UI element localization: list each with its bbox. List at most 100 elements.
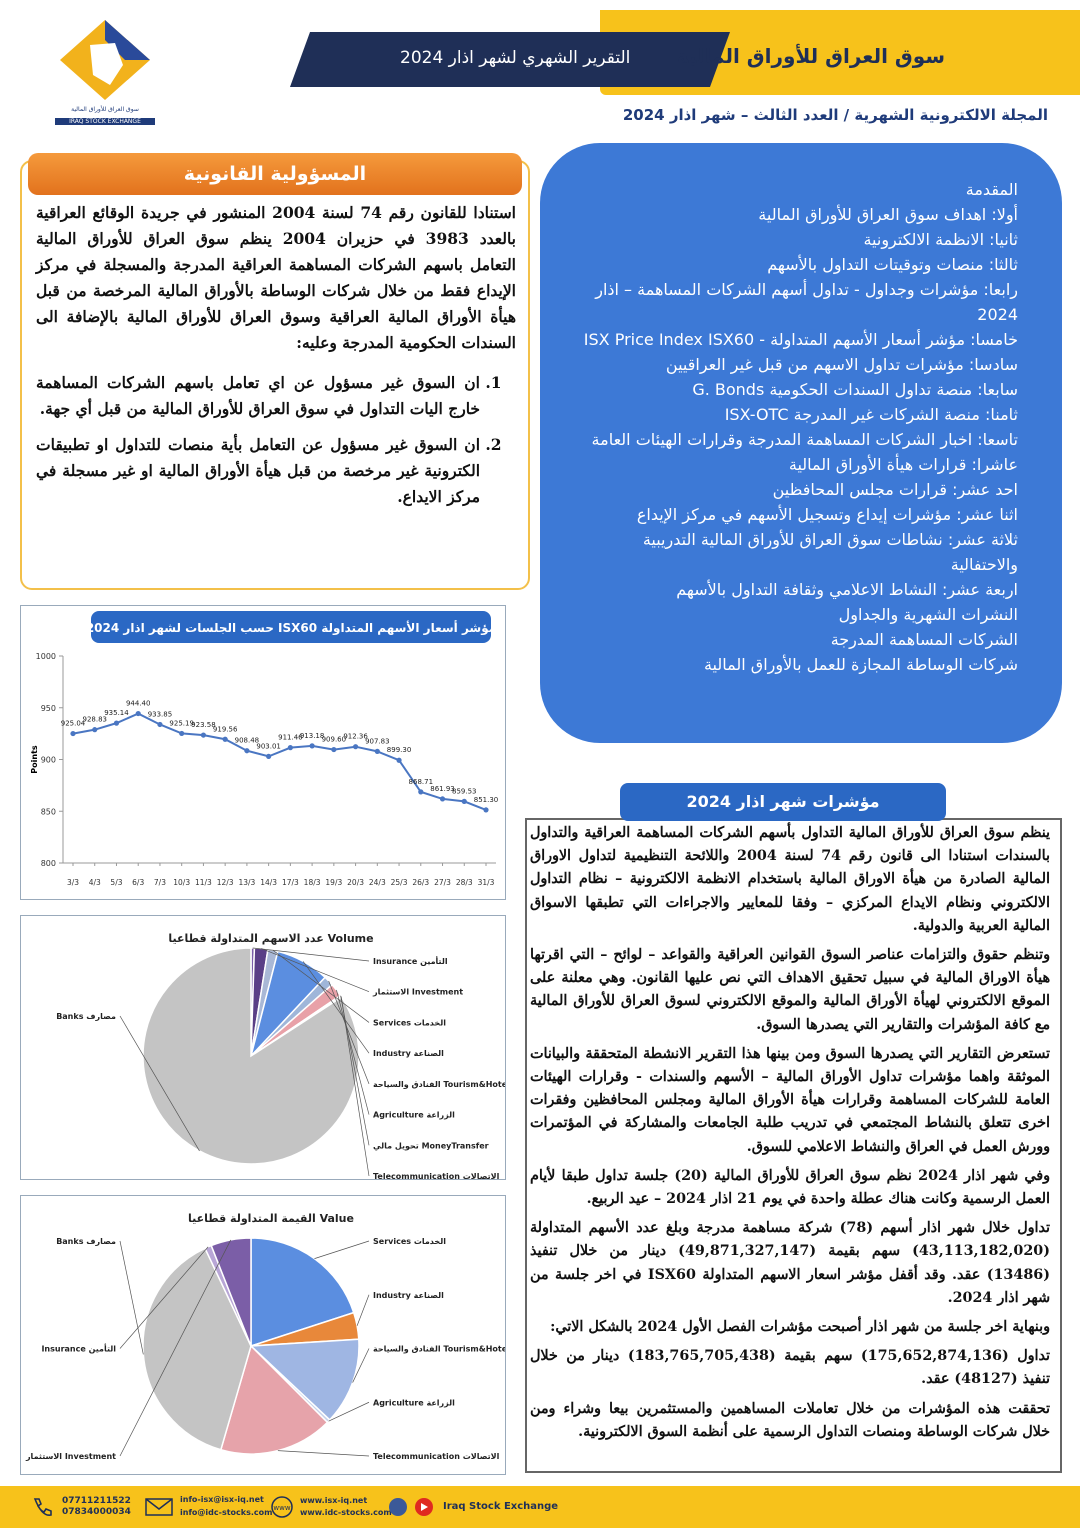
- point: [266, 753, 272, 759]
- leader-line: [328, 980, 370, 1084]
- data-label: 913.18: [300, 732, 325, 740]
- y-tick-label: 800: [41, 859, 56, 868]
- leader-line: [119, 1240, 144, 1355]
- data-label: 912.36: [343, 733, 368, 741]
- point: [113, 720, 120, 726]
- x-tick-label: 10/3: [173, 878, 190, 887]
- leader-line: [352, 1348, 370, 1383]
- data-label: 859.53: [452, 787, 477, 795]
- leader-line: [277, 1450, 370, 1457]
- x-tick-label: 26/3: [412, 878, 429, 887]
- leader-line: [336, 989, 370, 1115]
- point: [287, 745, 293, 751]
- pie-chart: القيمة المتداولة قطاعيا Value Services ال…: [20, 1195, 506, 1475]
- point: [352, 744, 359, 750]
- x-tick-label: 11/3: [195, 878, 212, 887]
- x-tick-label: 24/3: [369, 878, 386, 887]
- paragraph: تداول (175,652,874,136) سهم بقيمة (183,7…: [530, 1348, 1050, 1388]
- point: [461, 798, 467, 804]
- point: [200, 732, 207, 738]
- x-tick-label: 12/3: [217, 878, 234, 887]
- leader-line: [340, 996, 370, 1177]
- leader-line: [119, 1239, 232, 1457]
- legal-intro: استنادا للقانون رقم 74 لسنة 2004 المنشور…: [36, 203, 516, 352]
- slice-label: الفنادق والسياحة Tourism&Hotels: [373, 1345, 506, 1354]
- y-tick-label: 900: [41, 756, 56, 765]
- contents-item: اربعة عشر: النشاط الاعلامي وثقافة التداو…: [676, 580, 1018, 599]
- leader-line: [261, 948, 370, 993]
- x-tick-label: 14/3: [260, 878, 277, 887]
- contents-item: ثامنا: منصة الشركات غير المدرجة ISX-OTC: [724, 405, 1018, 424]
- data-label: 908.48: [235, 737, 259, 745]
- pie-slice: [249, 1338, 360, 1421]
- logo: [60, 20, 150, 100]
- y-tick-label: 850: [41, 807, 56, 816]
- leader-line: [302, 961, 370, 1054]
- email: info-isx@isx-iq.net: [180, 1495, 264, 1504]
- legal-title: المسؤولية القانونية: [28, 153, 522, 195]
- paragraph: تستعرض التقارير التي يصدرها السوق ومن بي…: [530, 1045, 1050, 1155]
- slice-label: الفنادق والسياحة Tourism&Hotels: [373, 1080, 506, 1089]
- legal-text: استنادا للقانون رقم 74 لسنة 2004 المنشور…: [36, 200, 516, 520]
- leader-line: [356, 1294, 370, 1326]
- data-label: 899.30: [387, 746, 412, 754]
- logo-text: سوق العراق للأوراق المالية: [71, 106, 139, 113]
- slice-label: Telecommunication الاتصالات: [373, 1172, 500, 1180]
- x-tick-label: 25/3: [391, 878, 408, 887]
- paragraph: وفي شهر اذار 2024 نظم سوق العراق للأوراق…: [530, 1167, 1050, 1208]
- point: [331, 746, 337, 753]
- data-label: 909.60: [322, 736, 347, 744]
- contents: المقدمة أولا: اهداف سوق العراق للأوراق ال…: [540, 143, 1062, 743]
- contents-item: ثالثا: منصات وتوقيتات التداول بالأسهم: [767, 255, 1018, 274]
- point: [418, 789, 424, 795]
- data-label: 903.01: [256, 742, 281, 750]
- data-label: 868.71: [409, 778, 434, 786]
- footer: 07711211522 07834000034 info-isx@isx-iq.…: [0, 1486, 1080, 1528]
- slice-label: Agriculture الزراعة: [373, 1398, 455, 1407]
- report-title: التقرير الشهري لشهر اذار 2024: [400, 48, 631, 68]
- paragraph: وبنهاية اخر جلسة من شهر اذار أصبحت مؤشرا…: [550, 1319, 1050, 1336]
- leader-line: [340, 995, 370, 1146]
- social-icons: [389, 1498, 433, 1516]
- point: [135, 710, 141, 717]
- data-label: 851.30: [474, 796, 499, 804]
- x-tick-label: 13/3: [238, 878, 255, 887]
- slice-label: الاستثمار Investment: [25, 1452, 116, 1461]
- slice-label: Telecommunication الاتصالات: [373, 1452, 500, 1461]
- x-tick-label: 18/3: [304, 878, 321, 887]
- line-series: [72, 712, 487, 811]
- x-tick-label: 7/3: [154, 878, 166, 887]
- paragraph: تحققت هذه المؤشرات من خلال تعاملات المسا…: [530, 1400, 1050, 1440]
- slice-label: Agriculture الزراعة: [373, 1111, 455, 1120]
- slice-label: Industry الصناعة: [373, 1291, 444, 1300]
- slice-label: Insurance التأمين: [373, 956, 448, 966]
- x-tick-label: 6/3: [132, 878, 144, 887]
- y-tick-label: 950: [41, 704, 56, 713]
- point: [157, 721, 163, 728]
- point: [222, 736, 228, 742]
- y-axis-label: Points: [30, 745, 39, 774]
- point: [396, 757, 402, 763]
- slice-label: Insurance التأمين: [41, 1344, 116, 1354]
- data-label: 925.04: [61, 720, 86, 728]
- mail-icon: [145, 1498, 173, 1516]
- x-tick-label: 28/3: [456, 878, 473, 887]
- x-tick-label: 4/3: [89, 878, 101, 887]
- pie-slice: [142, 1247, 252, 1451]
- leader-line: [252, 947, 370, 962]
- contents-item: سابعا: منصة تداول السندات الحكومية G. Bo…: [692, 380, 1018, 399]
- contents-item: الشركات المساهمة المدرجة: [830, 630, 1018, 649]
- market-title: سوق العراق للأوراق المالية: [676, 44, 945, 68]
- data-label: 925.19: [169, 719, 194, 727]
- phone: 07711211522: [62, 1496, 131, 1506]
- contents-item: عاشرا: قرارات هيأة الأوراق المالية: [788, 455, 1018, 474]
- contents-item: رابعا: مؤشرات وجداول - تداول أسهم الشركا…: [595, 280, 1018, 324]
- point: [70, 730, 76, 737]
- legal-item: ان السوق غير مسؤول عن اي تعامل باسهم الش…: [36, 370, 480, 422]
- indicators-text: ينظم سوق العراق للأوراق المالية التداول …: [530, 822, 1050, 1450]
- chart-title-bg: [91, 611, 491, 643]
- leader-line: [119, 1015, 200, 1152]
- phone: 07834000034: [62, 1507, 131, 1517]
- point: [309, 743, 315, 749]
- x-tick-label: 27/3: [434, 878, 451, 887]
